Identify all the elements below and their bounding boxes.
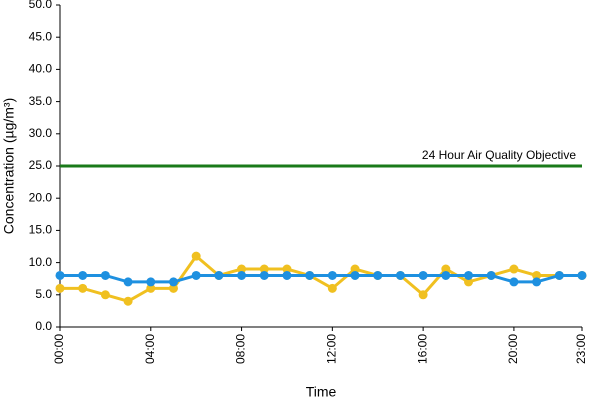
point — [554, 270, 564, 280]
y-tick-label: 45.0 — [29, 29, 53, 43]
y-tick-label: 40.0 — [29, 62, 53, 76]
point — [146, 277, 156, 287]
point — [464, 270, 474, 280]
y-tick-label: 50.0 — [29, 0, 53, 11]
x-tick-label: 00:00 — [52, 334, 66, 364]
point — [327, 270, 337, 280]
point — [55, 270, 65, 280]
y-tick-label: 0.0 — [35, 319, 52, 333]
point — [259, 270, 269, 280]
point — [191, 270, 201, 280]
point — [123, 277, 133, 287]
point — [78, 270, 88, 280]
y-tick-label: 10.0 — [29, 255, 53, 269]
point — [509, 277, 519, 287]
y-tick-label: 25.0 — [29, 158, 53, 172]
point — [100, 290, 110, 300]
point — [123, 296, 133, 306]
point — [305, 270, 315, 280]
point — [282, 270, 292, 280]
point — [214, 270, 224, 280]
point — [78, 283, 88, 293]
point — [327, 283, 337, 293]
point — [418, 290, 428, 300]
x-tick-label: 12:00 — [325, 334, 339, 364]
x-axis-title: Time — [306, 384, 337, 400]
y-tick-label: 30.0 — [29, 126, 53, 140]
point — [237, 270, 247, 280]
y-tick-label: 35.0 — [29, 94, 53, 108]
point — [532, 277, 542, 287]
objective-label: 24 Hour Air Quality Objective — [422, 148, 576, 162]
point — [168, 277, 178, 287]
x-tick-label: 16:00 — [415, 334, 429, 364]
y-tick-label: 15.0 — [29, 223, 53, 237]
x-tick-label: 04:00 — [143, 334, 157, 364]
x-tick-label: 08:00 — [234, 334, 248, 364]
point — [373, 270, 383, 280]
point — [486, 270, 496, 280]
y-tick-label: 20.0 — [29, 190, 53, 204]
x-tick-label: 20:00 — [506, 334, 520, 364]
point — [509, 264, 519, 274]
point — [418, 270, 428, 280]
point — [577, 270, 587, 280]
y-axis-title: Concentration (µg/m³) — [1, 98, 17, 234]
point — [55, 283, 65, 293]
point — [350, 270, 360, 280]
x-tick-label: 23:00 — [574, 334, 588, 364]
point — [441, 270, 451, 280]
point — [191, 251, 201, 261]
point — [395, 270, 405, 280]
y-tick-label: 5.0 — [35, 287, 52, 301]
point — [100, 270, 110, 280]
